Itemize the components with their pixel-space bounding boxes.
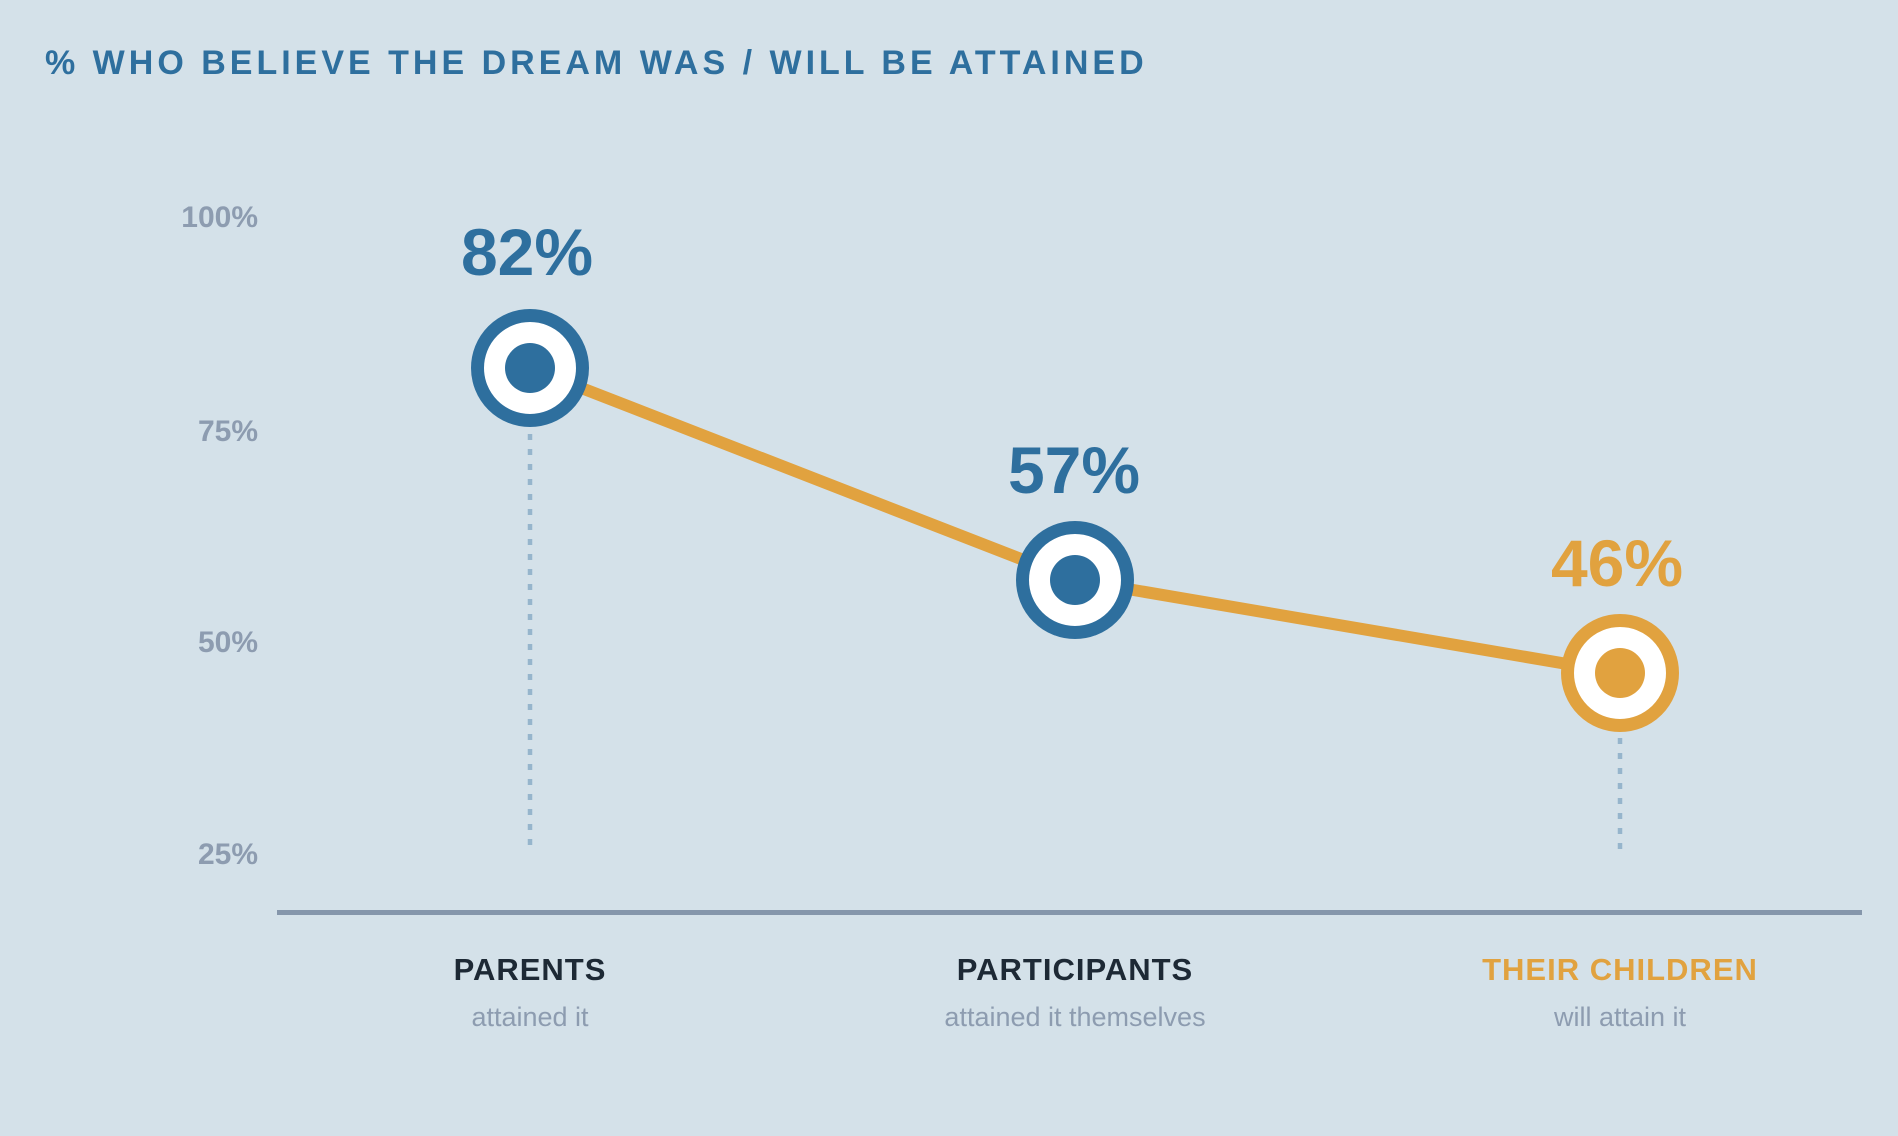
chart-title: % WHO BELIEVE THE DREAM WAS / WILL BE AT… bbox=[45, 44, 1148, 82]
category-sublabel-participants: attained it themselves bbox=[944, 1002, 1206, 1032]
category-label-parents: PARENTS bbox=[453, 952, 607, 987]
category-children: THEIR CHILDREN will attain it bbox=[1410, 952, 1830, 1033]
value-label-children: 46% bbox=[1550, 526, 1684, 600]
category-sublabel-children: will attain it bbox=[1553, 1002, 1687, 1032]
y-tick-75: 75% bbox=[197, 415, 258, 448]
point-children-dot bbox=[1595, 648, 1645, 698]
point-parents-dot bbox=[505, 343, 555, 393]
category-label-participants: PARTICIPANTS bbox=[956, 952, 1194, 987]
point-participants-dot bbox=[1050, 555, 1100, 605]
y-tick-50: 50% bbox=[197, 626, 258, 659]
category-parents: PARENTS attained it bbox=[320, 952, 740, 1033]
y-tick-100: 100% bbox=[181, 201, 258, 234]
value-label-participants: 57% bbox=[1007, 433, 1141, 507]
point-parents bbox=[471, 309, 589, 427]
category-label-children: THEIR CHILDREN bbox=[1482, 952, 1758, 987]
point-children bbox=[1561, 614, 1679, 732]
value-label-parents: 82% bbox=[460, 215, 594, 289]
category-sublabel-parents: attained it bbox=[471, 1002, 589, 1032]
point-participants bbox=[1016, 521, 1134, 639]
y-tick-25: 25% bbox=[197, 838, 258, 871]
x-axis-line bbox=[277, 910, 1862, 915]
category-participants: PARTICIPANTS attained it themselves bbox=[865, 952, 1285, 1033]
